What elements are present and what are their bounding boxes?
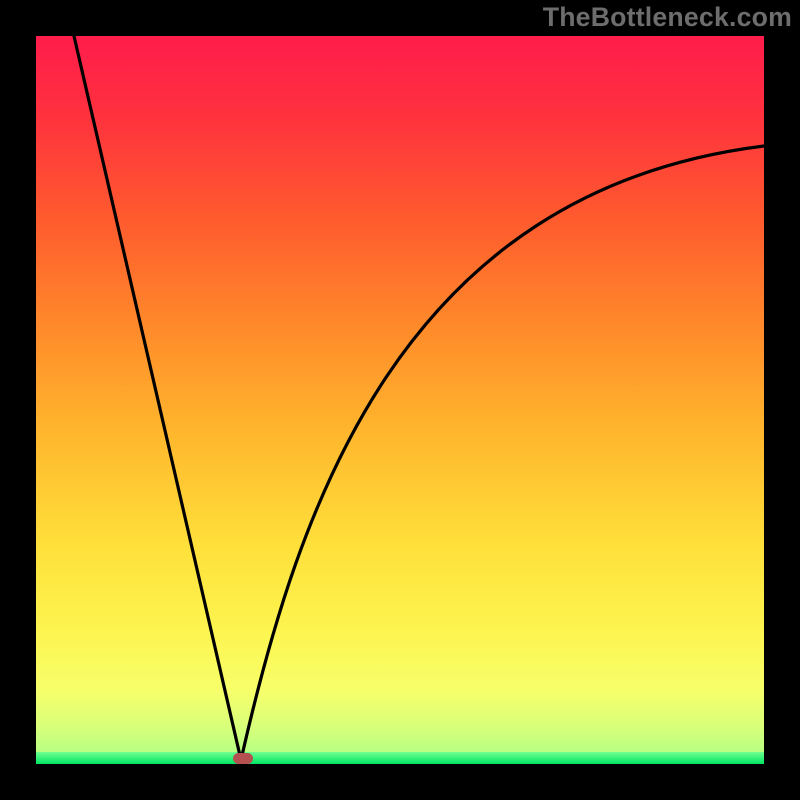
bottleneck-curve (36, 36, 764, 764)
watermark-text: TheBottleneck.com (543, 2, 792, 33)
chart-stage: TheBottleneck.com (0, 0, 800, 800)
plot-area (36, 36, 764, 764)
optimal-marker (233, 753, 253, 764)
curve-path (74, 36, 764, 760)
